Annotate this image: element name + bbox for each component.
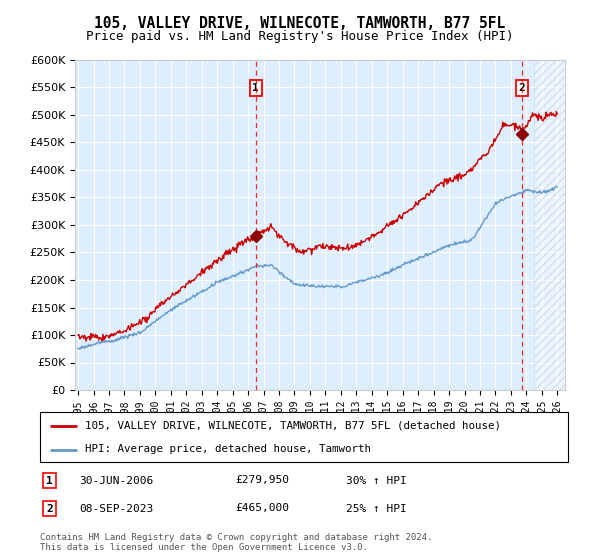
Bar: [534, 60, 580, 390]
Text: 1: 1: [253, 83, 259, 93]
Text: £279,950: £279,950: [235, 475, 289, 486]
Text: 08-SEP-2023: 08-SEP-2023: [80, 503, 154, 514]
Text: 30-JUN-2006: 30-JUN-2006: [80, 475, 154, 486]
Text: 2: 2: [46, 503, 53, 514]
Text: 105, VALLEY DRIVE, WILNECOTE, TAMWORTH, B77 5FL: 105, VALLEY DRIVE, WILNECOTE, TAMWORTH, …: [94, 16, 506, 31]
Text: 25% ↑ HPI: 25% ↑ HPI: [346, 503, 407, 514]
Text: 2: 2: [518, 83, 525, 93]
Text: £465,000: £465,000: [235, 503, 289, 514]
FancyBboxPatch shape: [40, 412, 568, 462]
Text: 105, VALLEY DRIVE, WILNECOTE, TAMWORTH, B77 5FL (detached house): 105, VALLEY DRIVE, WILNECOTE, TAMWORTH, …: [85, 421, 501, 431]
Text: Price paid vs. HM Land Registry's House Price Index (HPI): Price paid vs. HM Land Registry's House …: [86, 30, 514, 43]
Text: Contains HM Land Registry data © Crown copyright and database right 2024.
This d: Contains HM Land Registry data © Crown c…: [40, 533, 433, 552]
Text: 30% ↑ HPI: 30% ↑ HPI: [346, 475, 407, 486]
Text: 1: 1: [46, 475, 53, 486]
Text: HPI: Average price, detached house, Tamworth: HPI: Average price, detached house, Tamw…: [85, 445, 371, 455]
